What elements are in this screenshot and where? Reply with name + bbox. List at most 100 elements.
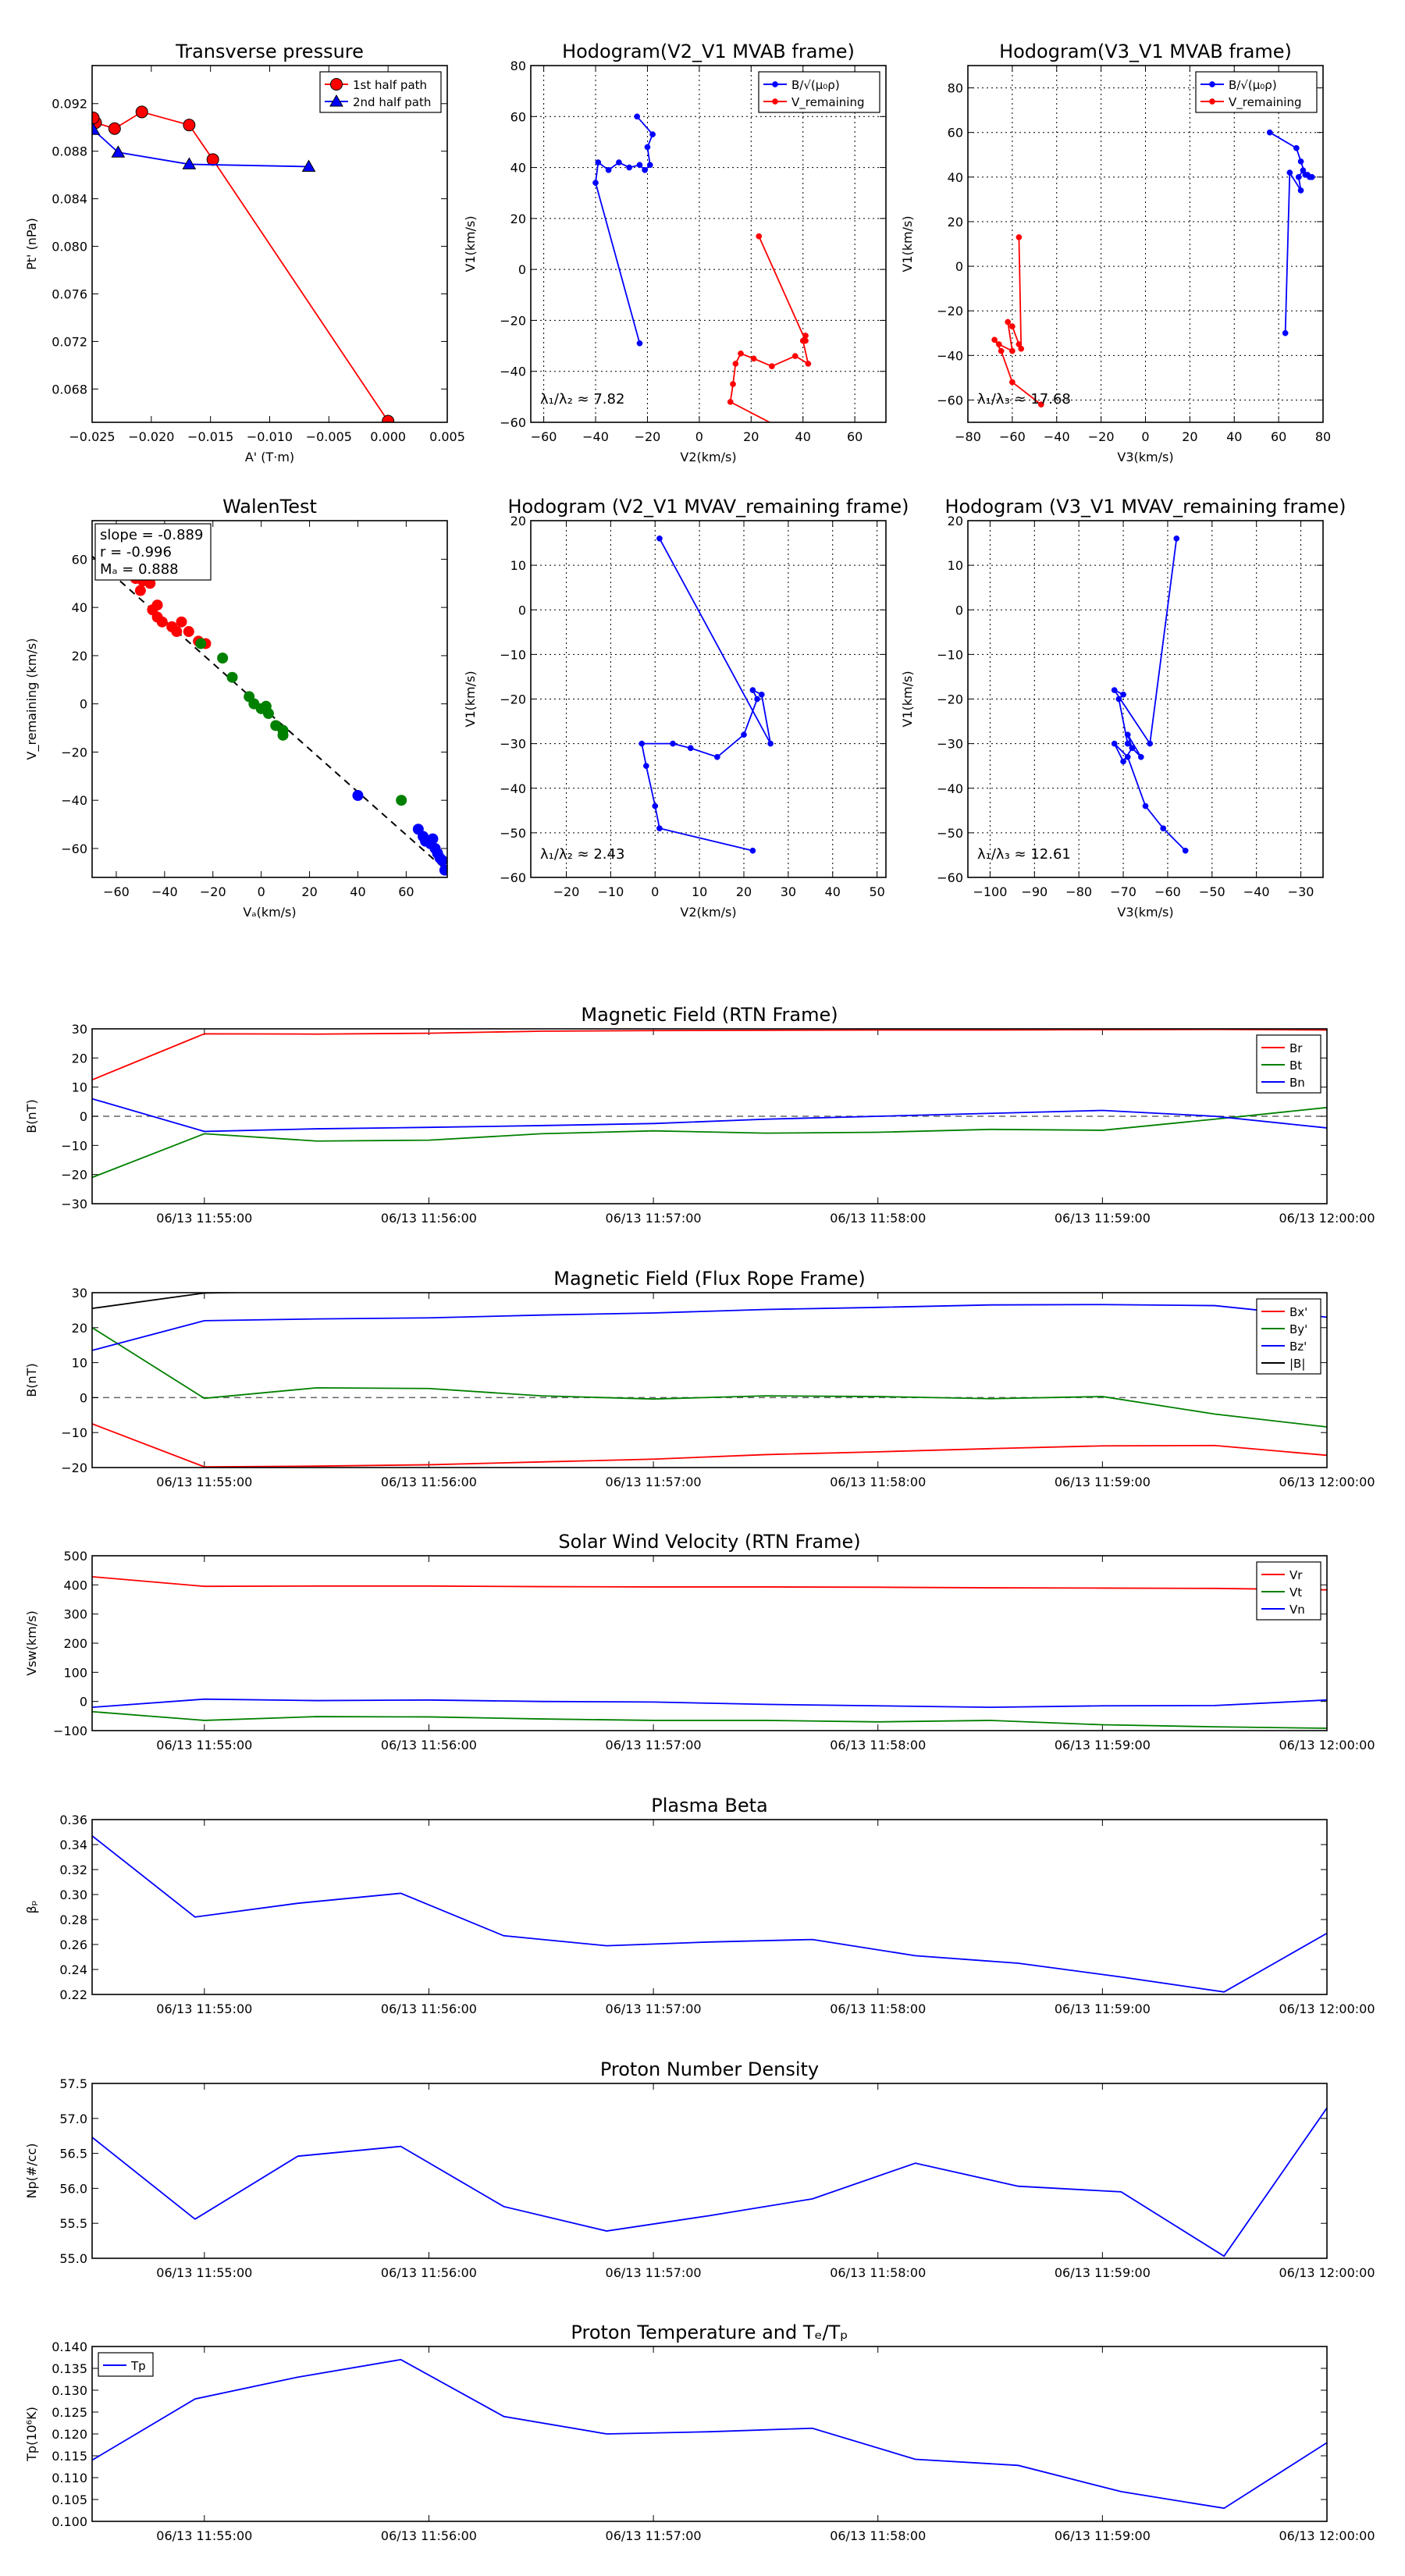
x-axis-label: V2(km/s) — [680, 905, 736, 920]
data-point — [991, 336, 998, 343]
scatter-point-red — [176, 616, 187, 628]
data-point — [1009, 323, 1016, 330]
y-tick-label: 200 — [63, 1636, 87, 1651]
eigenvalue-ratio: λ₁/λ₃ ≈ 17.68 — [977, 391, 1071, 407]
y-axis-label: B(nT) — [24, 1099, 39, 1133]
y-tick-label: −10 — [61, 1425, 87, 1440]
chart-title: Solar Wind Velocity (RTN Frame) — [558, 1531, 860, 1553]
y-tick-label: 0.110 — [52, 2471, 87, 2485]
data-point — [111, 145, 126, 158]
y-tick-label: 0.084 — [52, 192, 87, 207]
y-tick-label: 10 — [72, 1356, 87, 1371]
chart-title: WalenTest — [222, 496, 317, 518]
series-line-Bt — [92, 1106, 1327, 1179]
chart-transverse-pressure: Transverse pressure −0.025 −0.020 −0.015 −0.… — [24, 41, 465, 464]
legend-marker — [772, 98, 778, 105]
data-point — [206, 153, 219, 166]
data-point — [646, 162, 653, 169]
x-tick-label: 0.005 — [429, 429, 465, 444]
y-tick-label: 0.088 — [52, 144, 87, 159]
legend-label: Bt — [1289, 1059, 1302, 1073]
series-line-beta — [92, 1835, 1327, 1993]
plot-area — [92, 555, 447, 876]
x-tick-label: −40 — [582, 429, 609, 444]
data-point — [1111, 740, 1118, 747]
x-tick-label: 60 — [398, 884, 414, 899]
x-tick-label: 06/13 11:59:00 — [1055, 1211, 1151, 1226]
axes-frame — [91, 1555, 1328, 1731]
x-tick-label: −20 — [635, 429, 661, 444]
y-tick-label: −30 — [500, 737, 526, 752]
y-tick-label: 0.32 — [59, 1863, 87, 1877]
x-tick-label: 06/13 11:56:00 — [381, 2265, 477, 2280]
data-point — [592, 180, 599, 187]
x-tick-label: 0 — [1141, 429, 1149, 444]
x-tick-label: 06/13 11:59:00 — [1055, 2001, 1151, 2016]
y-tick-label: 30 — [72, 1022, 87, 1037]
data-point — [92, 123, 101, 135]
data-point — [1297, 158, 1304, 165]
x-tick-label: 10 — [692, 884, 707, 899]
y-axis-label: V1(km/s) — [900, 215, 915, 272]
y-tick-label: −40 — [500, 781, 526, 796]
data-point — [1037, 401, 1044, 408]
data-point — [1297, 187, 1304, 194]
data-point — [754, 696, 760, 703]
chart-title: Transverse pressure — [175, 41, 364, 62]
chart-walen-test: WalenTest −60 −40 −20 0 20 40 60 −60 −40 −20 0 20 40 6… — [24, 496, 448, 920]
x-tick-label: 06/13 11:58:00 — [830, 2265, 926, 2280]
plot-area — [1111, 535, 1189, 854]
x-tick-label: 06/13 11:58:00 — [830, 1211, 926, 1226]
y-tick-label: 0.092 — [52, 97, 87, 112]
data-point — [741, 731, 747, 738]
y-tick-label: −20 — [61, 1168, 87, 1183]
x-tick-label: 06/13 11:57:00 — [606, 1738, 702, 1752]
y-tick-label: 0.26 — [59, 1937, 87, 1952]
data-point — [802, 337, 809, 344]
y-axis-label: Vsw(km/s) — [24, 1610, 39, 1675]
legend: B/√(μ₀ρ) V_remaining — [1195, 71, 1318, 113]
data-point — [108, 122, 121, 135]
y-tick-label: 40 — [72, 600, 87, 615]
data-point — [1137, 753, 1144, 760]
y-tick-label: 30 — [72, 1286, 87, 1300]
data-point — [1018, 345, 1025, 352]
x-tick-label: 06/13 11:55:00 — [156, 1475, 252, 1489]
data-point — [1160, 825, 1167, 832]
data-point — [749, 687, 756, 693]
data-point — [1016, 234, 1023, 240]
y-tick-label: 20 — [72, 1051, 87, 1066]
x-tick-label: 20 — [1182, 429, 1197, 444]
x-tick-label: 40 — [825, 884, 841, 899]
y-tick-label: 0.120 — [52, 2427, 87, 2442]
data-point — [1302, 172, 1309, 178]
data-point — [92, 112, 100, 125]
x-tick-label: 40 — [795, 429, 811, 444]
x-tick-label: 06/13 11:56:00 — [381, 2001, 477, 2016]
data-point — [1124, 753, 1131, 760]
data-point — [805, 361, 812, 367]
y-tick-label: 80 — [510, 59, 526, 73]
data-point — [995, 341, 1002, 347]
scatter-point-green — [396, 795, 407, 806]
data-point — [638, 740, 646, 747]
y-axis-label: V1(km/s) — [900, 671, 915, 727]
chart-hodogram-v3-v1-mvab: Hodogram(V3_V1 MVAB frame) −80 −60 −40 −20 0 2… — [900, 41, 1331, 464]
legend-marker — [330, 78, 343, 91]
data-point — [382, 415, 395, 422]
data-point — [802, 333, 809, 339]
y-tick-label: −20 — [937, 304, 963, 318]
y-tick-label: 10 — [510, 558, 526, 573]
legend-box — [1195, 71, 1318, 113]
data-point — [1009, 347, 1016, 354]
legend-box — [758, 71, 880, 113]
axes-frame — [530, 65, 887, 423]
legend-label: 1st half path — [353, 78, 427, 92]
y-axis-label: Pt' (nPa) — [24, 218, 39, 270]
axes-frame — [91, 1292, 1328, 1468]
y-tick-label: 10 — [948, 558, 963, 573]
y-tick-label: 0.080 — [52, 240, 87, 254]
data-point — [1293, 144, 1300, 151]
data-point — [756, 233, 763, 240]
y-tick-label: 56.0 — [59, 2181, 87, 2196]
